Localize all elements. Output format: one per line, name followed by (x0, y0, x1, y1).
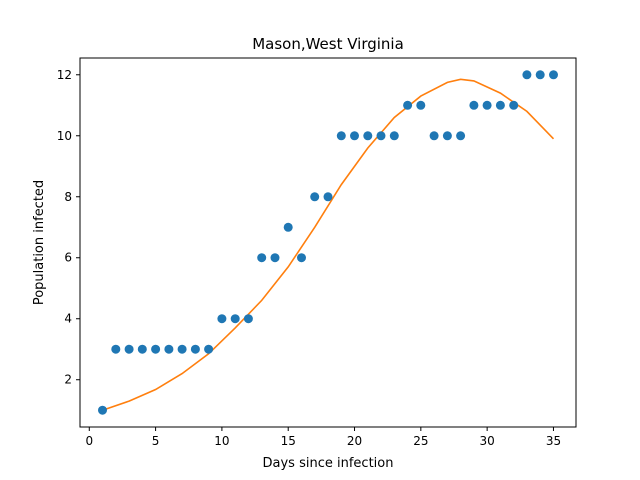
data-point (336, 131, 346, 141)
y-tick-label: 8 (64, 190, 72, 204)
plot-area (98, 70, 558, 415)
data-point (509, 100, 519, 110)
data-point (469, 100, 479, 110)
data-point (217, 314, 227, 324)
y-tick-label: 4 (64, 312, 72, 326)
data-point (376, 131, 386, 141)
data-point (270, 253, 280, 263)
data-point (429, 131, 439, 141)
data-point (522, 70, 532, 80)
y-axis-label: Population infected (32, 180, 47, 305)
data-point (98, 405, 107, 415)
x-tick-label: 10 (214, 434, 229, 448)
data-point (111, 344, 121, 354)
data-point (350, 131, 359, 141)
fit-line (102, 78, 555, 411)
data-point (230, 314, 240, 324)
data-point (482, 100, 492, 110)
y-axis: 2 4 6 8 10 12 (57, 68, 80, 387)
data-point (389, 131, 399, 141)
data-point (403, 100, 413, 110)
x-tick-label: 5 (152, 434, 160, 448)
data-point (283, 222, 293, 232)
data-point (164, 344, 174, 354)
data-point (310, 192, 320, 202)
data-point (416, 100, 426, 110)
data-point (549, 70, 558, 80)
data-point (257, 253, 267, 263)
x-axis: 0 5 10 15 20 25 30 35 (85, 427, 561, 448)
chart-title: Mason,West Virginia (252, 35, 404, 53)
data-point (535, 70, 545, 80)
data-point (151, 344, 161, 354)
data-point (243, 314, 253, 324)
x-tick-label: 0 (85, 434, 93, 448)
data-point (124, 344, 134, 354)
y-tick-label: 10 (57, 129, 72, 143)
data-point (363, 131, 373, 141)
data-point (190, 344, 200, 354)
data-point (297, 253, 306, 263)
x-tick-label: 35 (546, 434, 561, 448)
data-point (442, 131, 452, 141)
x-axis-label: Days since infection (263, 456, 394, 471)
data-point (456, 131, 466, 141)
data-point (495, 100, 505, 110)
data-point (323, 192, 333, 202)
x-tick-label: 30 (480, 434, 495, 448)
data-point (177, 344, 187, 354)
plot-frame (79, 57, 577, 428)
x-tick-label: 15 (281, 434, 296, 448)
y-tick-label: 2 (64, 373, 72, 387)
y-tick-label: 6 (64, 251, 72, 265)
x-tick-label: 25 (413, 434, 428, 448)
y-tick-label: 12 (57, 68, 72, 82)
x-tick-label: 20 (347, 434, 362, 448)
data-point (137, 344, 147, 354)
data-point (204, 344, 214, 354)
